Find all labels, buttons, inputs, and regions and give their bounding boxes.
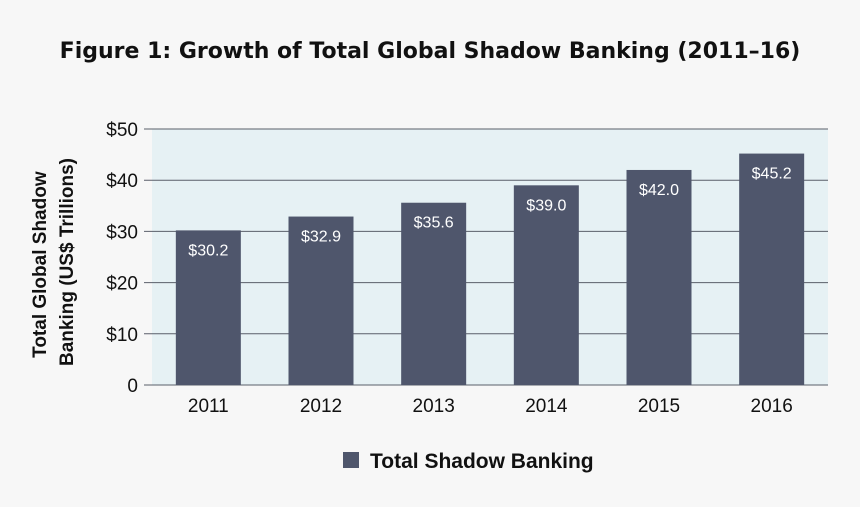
bar-value-label: $42.0 [639, 182, 679, 199]
y-tick-label: $10 [106, 325, 138, 346]
bar [288, 216, 354, 385]
bar-value-label: $30.2 [188, 242, 228, 259]
x-tick-label: 2013 [413, 396, 455, 417]
bar-value-label: $45.2 [752, 166, 792, 183]
bar [626, 169, 692, 385]
y-tick-label: 0 [127, 376, 138, 397]
plot-area [152, 129, 828, 385]
x-tick-label: 2011 [188, 396, 229, 417]
y-axis-label-line-1: Total Global Shadow [30, 171, 51, 358]
bar [401, 202, 467, 385]
grid-lines [144, 128, 828, 386]
x-tick-label: 2016 [751, 396, 793, 417]
bar [175, 230, 241, 385]
chart-title: Figure 1: Growth of Total Global Shadow … [60, 39, 801, 64]
y-axis-label-line-2: Banking (US$ Trillions) [57, 158, 78, 366]
y-axis-label: Total Global Shadow Banking (US$ Trillio… [30, 158, 78, 366]
bar [513, 185, 579, 385]
y-tick-label: $50 [106, 120, 138, 141]
y-tick-label: $30 [106, 222, 138, 243]
x-tick-label: 2014 [525, 396, 568, 417]
legend: Total Shadow Banking [343, 450, 594, 473]
legend-label: Total Shadow Banking [370, 450, 594, 473]
x-tick-label: 2012 [300, 396, 342, 417]
bar-value-label: $35.6 [414, 215, 454, 232]
y-axis-ticks: 0 $10 $20 $30 $40 $50 [106, 120, 138, 397]
bar-value-label: $32.9 [301, 229, 341, 246]
bar [739, 153, 805, 385]
bar-value-label: $39.0 [526, 197, 566, 214]
bars: $30.2 $32.9 $35.6 $39.0 $42.0 $45.2 [175, 153, 805, 385]
legend-swatch [343, 452, 359, 468]
x-tick-label: 2015 [638, 396, 680, 417]
y-tick-label: $40 [106, 171, 138, 192]
x-axis-ticks: 2011 2012 2013 2014 2015 2016 [188, 396, 793, 417]
y-tick-label: $20 [106, 274, 138, 295]
